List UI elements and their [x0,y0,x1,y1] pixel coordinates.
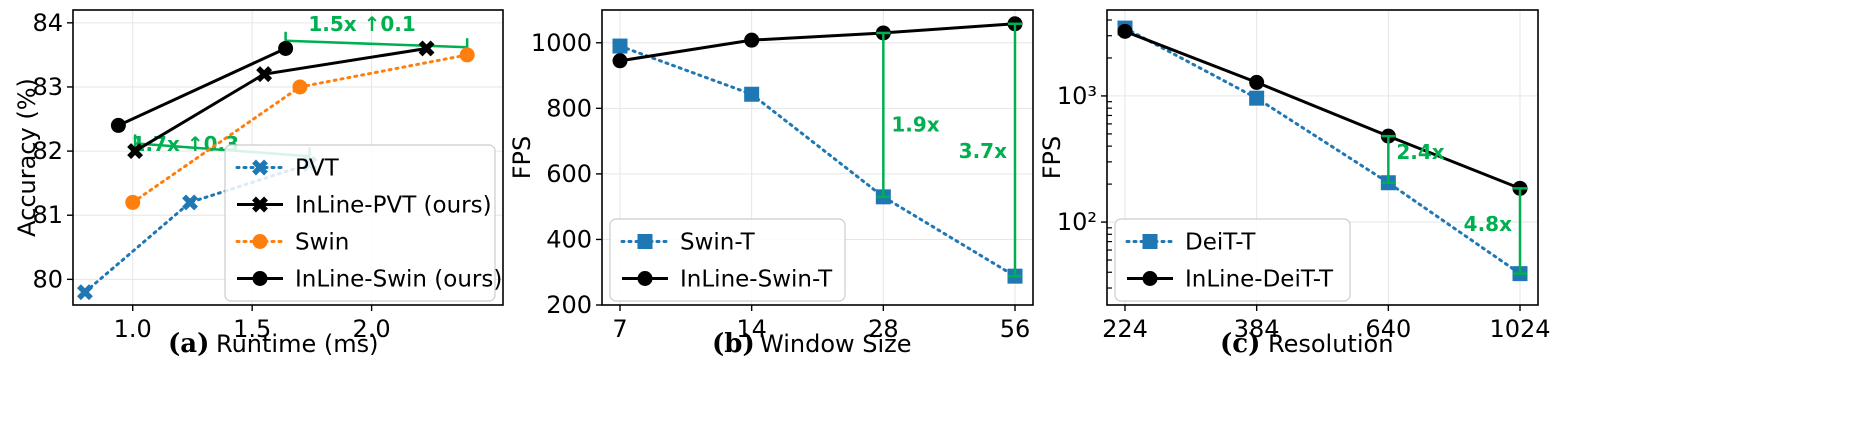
x-tick-label: 1.5 [233,315,271,343]
data-point [76,284,93,301]
y-axis-label: Accuracy (%) [13,78,41,237]
series-line [618,44,1017,278]
y-tick-label: 200 [546,291,592,319]
x-tick-label: 56 [1000,315,1031,343]
legend-marker [637,271,653,286]
x-tick-label: 384 [1234,315,1280,343]
data-point [292,79,308,95]
legend-marker [1142,271,1158,286]
x-tick-label: 7 [612,315,627,343]
data-point [1249,90,1265,106]
data-point [278,40,294,56]
annotation-arrow [285,39,468,49]
legend [224,144,496,302]
legend-label: DeiT-T [1185,230,1256,256]
x-tick-label: 28 [868,315,899,343]
legend-label: InLine-Swin-T [680,267,833,293]
y-tick-label: 81 [32,201,63,229]
legend-label: Swin-T [680,230,756,256]
annotation-label: 4.8x [1464,212,1512,236]
y-tick-label: 10³ [1057,82,1097,110]
annotation-label: 1.9x [891,112,939,136]
legend-label: Swin [295,230,349,256]
y-tick-label: 1000 [531,29,592,57]
y-tick-label: 400 [546,225,592,253]
data-point [744,86,760,102]
data-point [127,143,144,160]
axes-frame [1106,9,1539,306]
series-line [619,22,1016,63]
x-axis-label: Runtime (ms) [216,330,378,358]
legend-label: InLine-DeiT-T [1185,267,1334,293]
y-axis-label: FPS [508,136,536,180]
data-point [1117,23,1133,39]
x-tick-label: 14 [736,315,767,343]
y-tick-label: 80 [32,265,63,293]
legend-label: InLine-Swin (ours) [295,267,502,293]
x-tick-label: 2.0 [353,315,391,343]
legend-label: InLine-PVT (ours) [295,193,492,219]
legend-label: PVT [295,156,340,182]
data-point [612,38,628,54]
y-tick-label: 10² [1057,208,1097,236]
y-tick-label: 600 [546,160,592,188]
data-point [182,194,199,211]
legend [1114,218,1351,302]
panel-label: (b) [712,329,755,359]
data-point [744,32,760,48]
x-axis-label: Window Size [760,330,912,358]
y-axis-label: FPS [1038,136,1066,180]
annotation-label: 1.5x ↑0.1 [308,12,415,36]
series-line [117,47,287,127]
legend-marker [252,159,268,176]
y-tick-label: 84 [32,9,63,37]
legend-marker [637,234,653,249]
legend-marker [252,271,268,286]
x-tick-label: 640 [1365,315,1411,343]
panel-label: (a) [168,329,209,359]
annotation-label: 3.7x [959,139,1007,163]
data-point [125,194,141,210]
x-tick-label: 1024 [1489,315,1550,343]
panel-label: (c) [1220,329,1260,359]
x-axis-label: Resolution [1268,330,1393,358]
axes-frame [72,9,504,306]
data-point [418,40,435,57]
y-tick-label: 83 [32,73,63,101]
y-tick-label: 82 [32,137,63,165]
x-tick-label: 1.0 [114,315,152,343]
legend-marker [1142,234,1158,249]
legend [609,218,846,302]
series-line [1124,29,1521,190]
y-tick-label: 800 [546,94,592,122]
data-point [1249,74,1265,90]
annotation-label: 2.4x [1396,140,1444,164]
legend-marker [252,196,268,213]
data-point [612,53,628,69]
data-point [110,117,126,133]
legend-marker [252,234,268,249]
x-tick-label: 224 [1102,315,1148,343]
axes-frame [601,9,1034,306]
series-line [1123,26,1522,276]
data-point [459,47,475,63]
data-point [256,66,273,83]
